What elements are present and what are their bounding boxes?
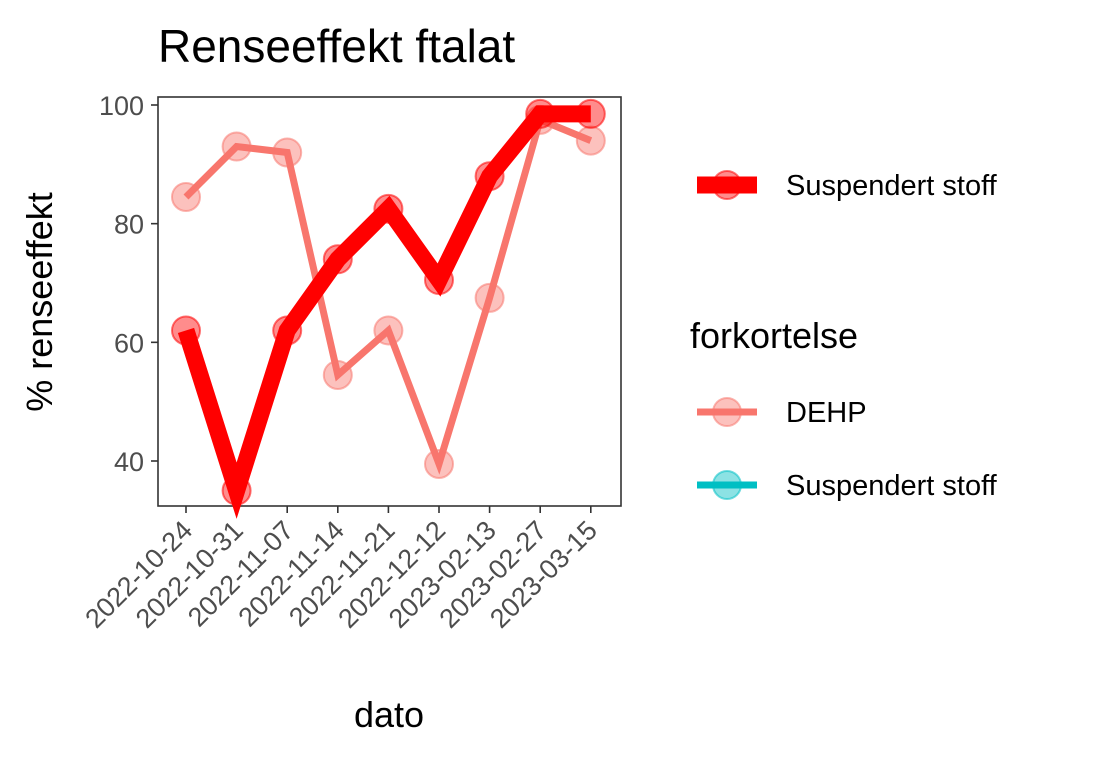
y-axis-title: % renseeffekt xyxy=(19,192,60,411)
y-tick-label: 100 xyxy=(99,91,144,121)
data-point-suspendert-stoff xyxy=(474,161,505,192)
legend-entry-label: Suspendert stoff xyxy=(786,170,998,202)
data-point-dehp xyxy=(575,125,606,156)
legend-key-point xyxy=(712,170,742,200)
legend-entry-label: Suspendert stoff xyxy=(786,470,998,502)
data-point-suspendert-stoff xyxy=(322,244,353,275)
chart-title: Renseeffekt ftalat xyxy=(158,20,515,72)
data-point-suspendert-stoff xyxy=(171,315,201,346)
data-point-dehp xyxy=(424,448,454,479)
data-point-dehp xyxy=(221,131,252,162)
series-line-dehp xyxy=(183,115,593,475)
y-tick-label: 40 xyxy=(114,447,144,477)
data-point-suspendert-stoff xyxy=(575,98,606,129)
legend-key-point xyxy=(712,397,742,427)
series-line-suspendert-stoff xyxy=(177,105,591,519)
y-tick-label: 60 xyxy=(114,328,144,358)
data-point-suspendert-stoff xyxy=(373,193,404,224)
data-point-suspendert-stoff xyxy=(272,315,303,346)
legend: Suspendert stoff forkortelse DEHP Suspender… xyxy=(690,170,998,502)
data-point-suspendert-stoff xyxy=(424,265,454,296)
data-point-dehp xyxy=(171,181,201,212)
legend-title: forkortelse xyxy=(690,315,858,356)
data-point-suspendert-stoff xyxy=(525,98,556,129)
data-point-suspendert-stoff xyxy=(221,475,252,506)
legend-entry-label: DEHP xyxy=(786,397,867,429)
data-point-dehp xyxy=(272,137,303,168)
data-point-dehp xyxy=(474,282,505,313)
data-point-dehp xyxy=(322,359,353,390)
plot-area: 4060801002022-10-242022-10-312022-11-072… xyxy=(79,91,622,634)
plot-panel-border xyxy=(157,96,622,507)
y-tick-label: 80 xyxy=(114,210,144,240)
data-point-dehp xyxy=(373,315,404,346)
x-axis-title: dato xyxy=(354,694,424,735)
legend-key-point xyxy=(712,470,742,500)
